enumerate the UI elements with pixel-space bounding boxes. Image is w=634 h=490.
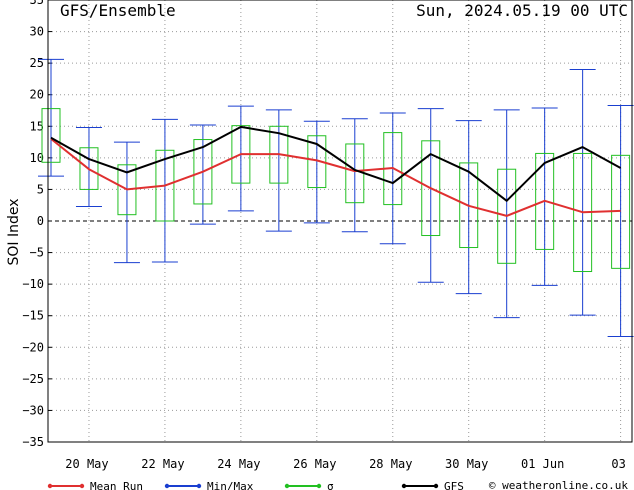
y-tick-label: 20	[30, 88, 44, 102]
x-tick-label: 28 May	[369, 457, 412, 471]
sigma-box	[497, 168, 517, 264]
legend-dot	[316, 483, 322, 489]
y-tick-label: −10	[22, 277, 44, 291]
y-tick-label: 30	[30, 25, 44, 39]
legend-dot	[79, 483, 85, 489]
y-tick-label: 5	[37, 182, 44, 196]
legend-label: σ	[327, 480, 334, 490]
x-tick-label: 22 May	[141, 457, 184, 471]
y-axis-label: SOI Index	[6, 198, 22, 265]
legend: Mean Run Min/Max σ GFS	[47, 480, 464, 490]
legend-dot	[196, 483, 202, 489]
legend-dot	[284, 483, 290, 489]
legend-dot	[433, 483, 439, 489]
legend-label: Min/Max	[207, 480, 254, 490]
y-tick-label: −5	[30, 246, 44, 260]
x-tick-label: 20 May	[65, 457, 108, 471]
sigma-box	[307, 135, 327, 189]
legend-label: GFS	[444, 480, 464, 490]
copyright: © weatheronline.co.uk	[489, 479, 628, 490]
legend-label: Mean Run	[90, 480, 143, 490]
y-tick-label: 0	[37, 214, 44, 228]
chart-title: GFS/Ensemble	[60, 1, 176, 20]
legend-dot	[164, 483, 170, 489]
x-tick-label: 03	[611, 457, 625, 471]
y-tick-label: 25	[30, 56, 44, 70]
x-tick-label: 01 Jun	[521, 457, 564, 471]
gfs-line	[50, 125, 622, 202]
x-tick-label: 26 May	[293, 457, 336, 471]
y-tick-label: −30	[22, 403, 44, 417]
x-tick-labels: 20 May 22 May 24 May 26 May 28 May 30 May 01 J…	[65, 457, 626, 471]
sigma-box	[421, 140, 441, 237]
sigma-box	[41, 108, 61, 163]
y-tick-label: −35	[22, 435, 44, 449]
y-tick-label: −25	[22, 372, 44, 386]
mean-run-line	[50, 138, 621, 217]
sigma-box	[535, 152, 555, 250]
plot-frame	[47, 0, 633, 443]
line-series	[50, 125, 622, 217]
sigma-box	[117, 164, 137, 216]
sigma-box	[79, 147, 99, 190]
x-tick-label: 24 May	[217, 457, 260, 471]
y-tick-label: 15	[30, 119, 44, 133]
sigma-box	[193, 139, 213, 205]
legend-dot	[401, 483, 407, 489]
x-tick-label: 30 May	[445, 457, 488, 471]
y-tick-labels: 35 30 25 20 15 10 5 0 −5 −10 −15 −20 −25 −30 −35	[22, 0, 44, 449]
chart-date: Sun, 2024.05.19 00 UTC	[416, 1, 628, 20]
y-tick-label: −20	[22, 340, 44, 354]
legend-dot	[47, 483, 53, 489]
min-max-series	[38, 58, 634, 338]
y-tick-label: −15	[22, 309, 44, 323]
y-tick-label: 10	[30, 151, 44, 165]
y-tick-label: 35	[30, 0, 44, 7]
sigma-box	[459, 162, 479, 249]
